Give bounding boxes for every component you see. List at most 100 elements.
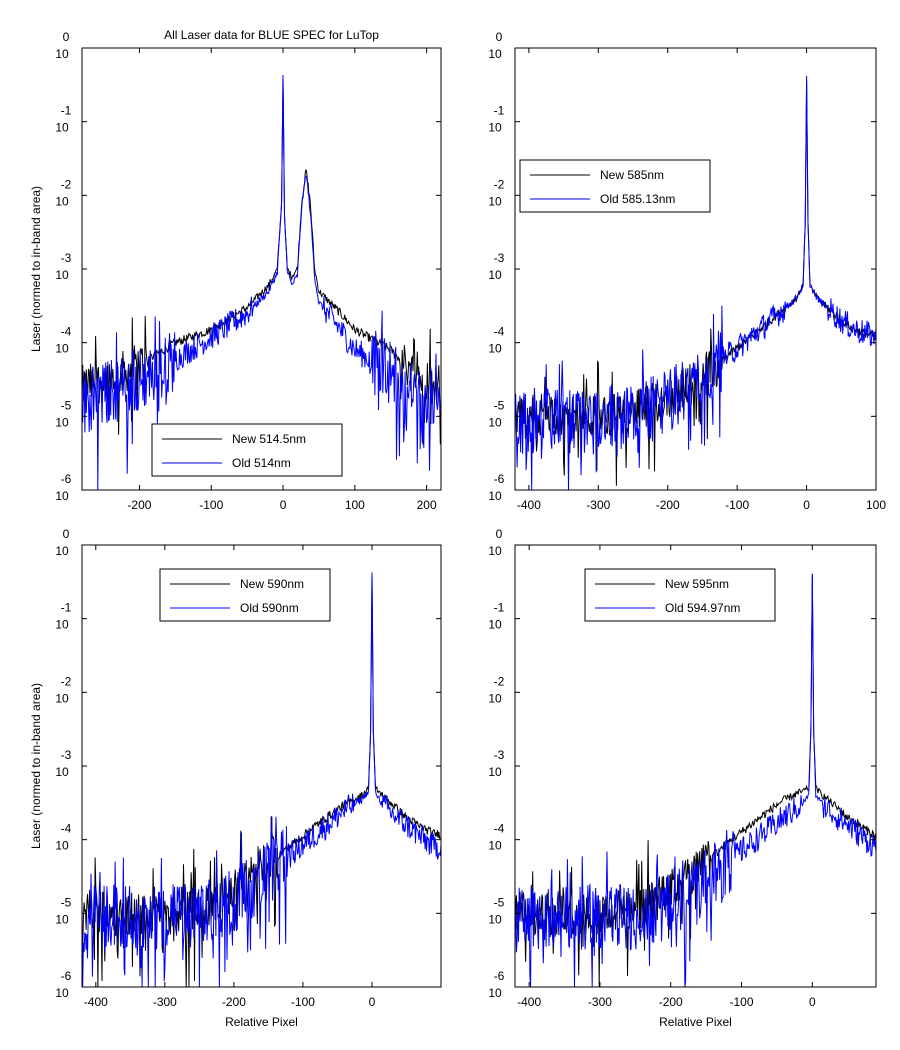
x-tick-label: 100 [866, 498, 886, 512]
y-tick-exponent: 0 [63, 30, 70, 44]
y-tick-label: 10 [55, 121, 69, 135]
y-tick-exponent: -6 [494, 969, 505, 983]
y-tick-label: 10 [488, 544, 502, 558]
y-tick-exponent: -6 [61, 969, 72, 983]
y-tick-label: 10 [488, 839, 502, 853]
y-tick-exponent: -6 [494, 472, 505, 486]
y-tick-label: 10 [55, 839, 69, 853]
legend-label: Old 594.97nm [665, 601, 740, 615]
y-tick-exponent: -5 [494, 398, 505, 412]
y-tick-exponent: -5 [494, 895, 505, 909]
y-tick-label: 10 [55, 544, 69, 558]
legend: New 595nm Old 594.97nm [584, 568, 776, 622]
x-axis-label: Relative Pixel [659, 1015, 732, 1029]
y-tick-exponent: -3 [61, 748, 72, 762]
y-tick-exponent: -3 [494, 251, 505, 265]
x-tick-label: 100 [345, 498, 365, 512]
legend: New 585nm Old 585.13nm [519, 159, 711, 213]
y-tick-exponent: -1 [61, 104, 72, 118]
y-tick-label: 10 [488, 691, 502, 705]
y-tick-label: 10 [488, 47, 502, 61]
series-line-old [82, 572, 441, 987]
x-tick-label: 200 [417, 498, 437, 512]
x-tick-label: -100 [725, 498, 749, 512]
y-tick-exponent: -2 [61, 177, 72, 191]
y-tick-exponent: -1 [494, 601, 505, 615]
y-tick-exponent: -1 [494, 104, 505, 118]
x-tick-label: -200 [656, 498, 680, 512]
legend-box [159, 568, 331, 622]
y-axis-label: Laser (normed to in-band area) [29, 186, 43, 352]
legend-label: New 590nm [240, 577, 304, 591]
x-tick-label: -100 [199, 498, 223, 512]
y-tick-label: 10 [488, 765, 502, 779]
y-tick-label: 10 [55, 986, 69, 1000]
y-tick-exponent: 0 [496, 30, 503, 44]
y-tick-label: 10 [55, 489, 69, 503]
y-tick-exponent: -4 [494, 822, 505, 836]
x-tick-label: -400 [517, 995, 541, 1009]
legend-label: New 595nm [665, 577, 729, 591]
legend: New 590nm Old 590nm [159, 568, 331, 622]
series-line-old [82, 74, 441, 490]
chart-title: All Laser data for BLUE SPEC for LuTop [164, 28, 379, 42]
y-tick-label: 10 [55, 47, 69, 61]
y-tick-label: 10 [488, 489, 502, 503]
y-tick-exponent: -4 [61, 822, 72, 836]
legend-box [584, 568, 776, 622]
x-tick-label: -300 [153, 995, 177, 1009]
x-tick-label: -300 [588, 995, 612, 1009]
subplot-4: -400 -300 -200 -100 0 10 0 10 -1 10 -2 10 -3 10 -4 10 -5… [488, 527, 877, 1029]
y-tick-exponent: 0 [496, 527, 503, 541]
subplot-1: -200 -100 0 100 20010010-110-210-310-410-510… [29, 28, 442, 512]
y-tick-label: 10 [488, 194, 502, 208]
x-tick-label: 0 [803, 498, 810, 512]
y-tick-label: 10 [55, 618, 69, 632]
y-tick-exponent: -3 [494, 748, 505, 762]
y-tick-exponent: -4 [61, 325, 72, 339]
y-tick-label: 10 [488, 268, 502, 282]
y-tick-exponent: -2 [61, 674, 72, 688]
legend-box [151, 423, 343, 477]
legend-label: New 514.5nm [232, 432, 306, 446]
x-tick-label: -400 [84, 995, 108, 1009]
y-tick-label: 10 [55, 415, 69, 429]
legend-label: Old 514nm [232, 456, 291, 470]
y-tick-label: 10 [488, 912, 502, 926]
x-tick-label: 0 [280, 498, 287, 512]
x-tick-label: -400 [517, 498, 541, 512]
y-tick-exponent: 0 [63, 527, 70, 541]
y-tick-exponent: -2 [494, 674, 505, 688]
x-tick-label: -200 [222, 995, 246, 1009]
legend-label: Old 590nm [240, 601, 299, 615]
x-tick-label: 0 [369, 995, 376, 1009]
series-line-new [82, 575, 441, 987]
legend-label: New 585nm [600, 168, 664, 182]
x-tick-label: -200 [659, 995, 683, 1009]
y-tick-label: 10 [55, 691, 69, 705]
y-tick-label: 10 [55, 342, 69, 356]
x-tick-label: -300 [586, 498, 610, 512]
y-tick-label: 10 [55, 194, 69, 208]
legend: New 514.5nm Old 514nm [151, 423, 343, 477]
x-tick-label: -100 [291, 995, 315, 1009]
x-tick-label: 0 [809, 995, 816, 1009]
legend-box [519, 159, 711, 213]
y-tick-exponent: -5 [61, 895, 72, 909]
y-tick-label: 10 [488, 618, 502, 632]
y-tick-label: 10 [55, 268, 69, 282]
y-tick-label: 10 [488, 986, 502, 1000]
y-tick-label: 10 [488, 342, 502, 356]
y-tick-label: 10 [488, 121, 502, 135]
x-axis-label: Relative Pixel [225, 1015, 298, 1029]
subplot-2: -400 -300 -200 -100 0 10010010-110-210-310-41… [488, 30, 886, 512]
series-line-new [515, 573, 876, 987]
y-tick-label: 10 [55, 765, 69, 779]
subplot-3: -400 -300 -200 -100 0 10 0 10 -1 10 -2 10 -3 10 -4 10 -5… [29, 527, 442, 1029]
y-tick-exponent: -1 [61, 601, 72, 615]
y-tick-exponent: -2 [494, 177, 505, 191]
x-tick-label: -200 [127, 498, 151, 512]
y-tick-label: 10 [55, 912, 69, 926]
y-tick-label: 10 [488, 415, 502, 429]
